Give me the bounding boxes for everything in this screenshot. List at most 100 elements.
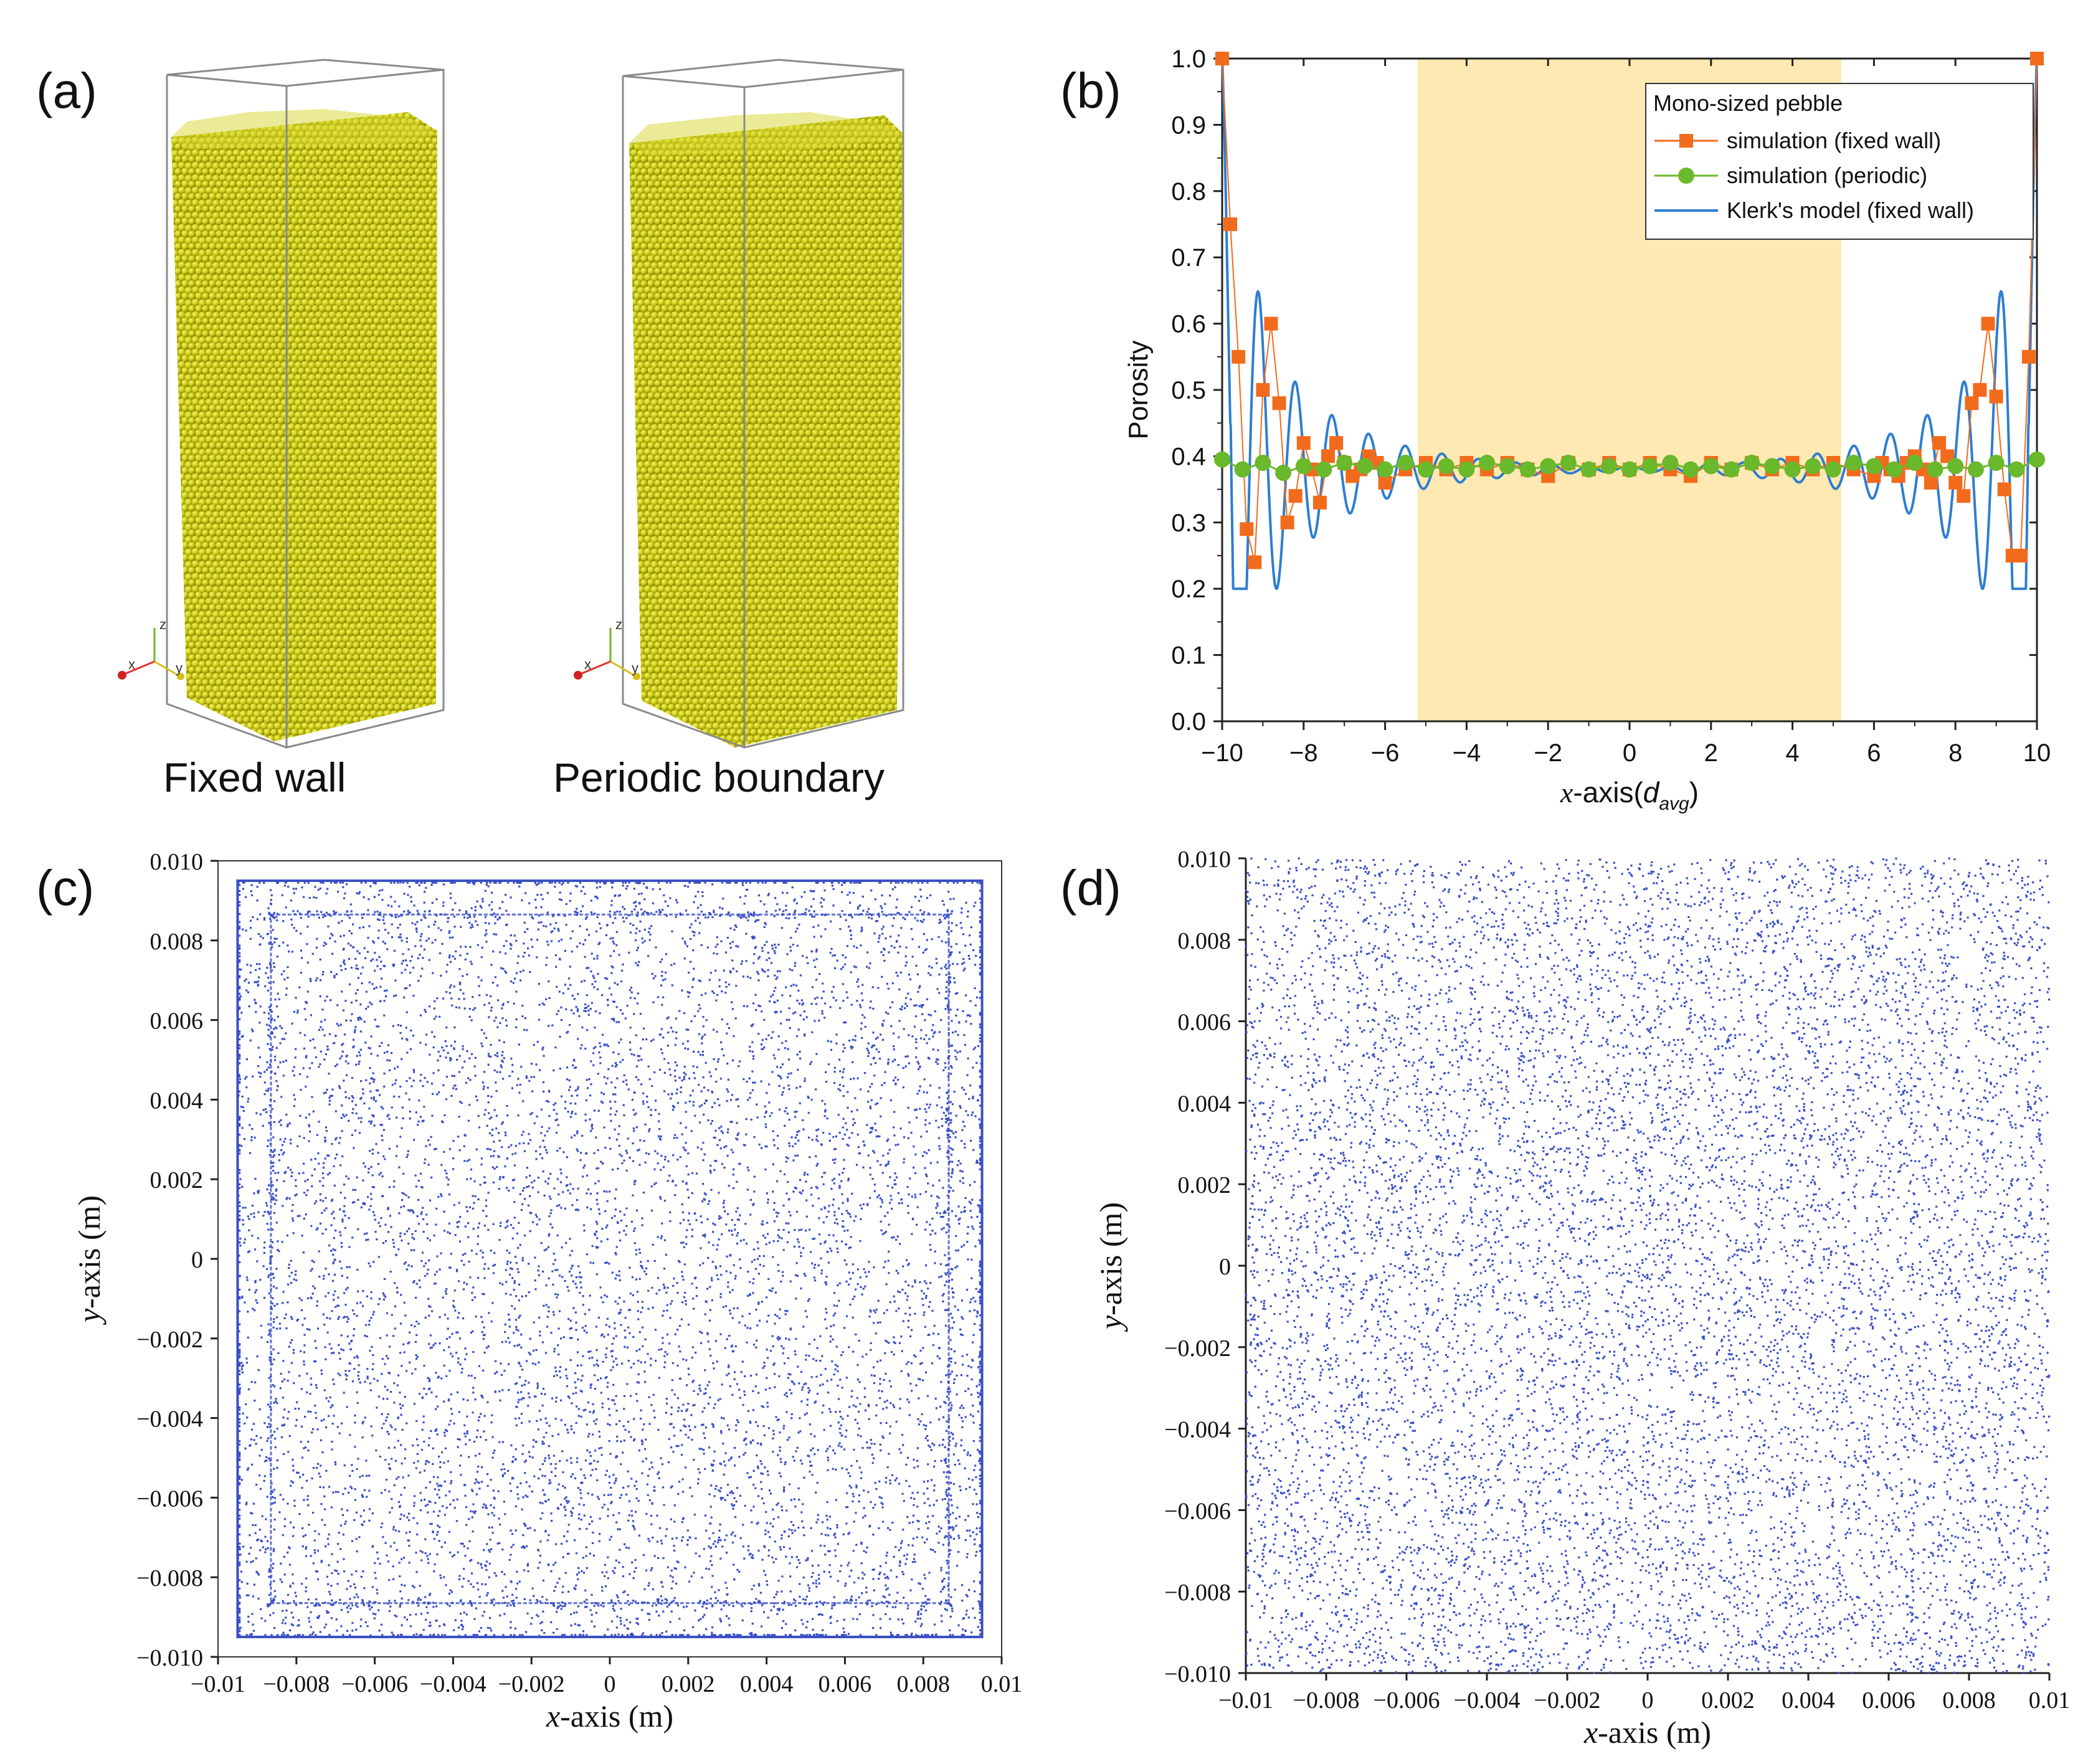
scatter-point	[466, 973, 468, 976]
scatter-point	[977, 1392, 979, 1394]
scatter-point	[592, 975, 594, 977]
scatter-point	[918, 1068, 920, 1071]
scatter-point	[723, 1601, 725, 1603]
scatter-point	[399, 1603, 402, 1606]
scatter-point	[283, 1555, 285, 1558]
scatter-point	[971, 1198, 974, 1201]
scatter-point	[343, 934, 345, 937]
scatter-point	[470, 907, 473, 909]
scatter-point	[687, 886, 690, 888]
scatter-point	[239, 1047, 241, 1050]
scatter-point	[821, 1411, 823, 1414]
scatter-point	[863, 1489, 865, 1492]
scatter-point	[400, 914, 402, 917]
scatter-point	[684, 1047, 686, 1050]
scatter-point	[545, 1149, 548, 1151]
scatter-point	[448, 1530, 450, 1533]
scatter-point	[411, 1233, 414, 1236]
scatter-point	[566, 1502, 569, 1504]
scatter-point	[745, 932, 747, 935]
scatter-point	[824, 1110, 827, 1113]
scatter-point	[394, 1614, 396, 1617]
scatter-point	[937, 1049, 939, 1051]
scatter-point	[521, 1421, 523, 1424]
scatter-point	[413, 1495, 416, 1497]
scatter-point	[811, 1550, 814, 1552]
scatter-point	[609, 910, 611, 913]
scatter-point	[716, 1244, 719, 1246]
scatter-point	[577, 1572, 580, 1574]
scatter-point	[347, 1317, 349, 1321]
scatter-point	[591, 1125, 593, 1127]
scatter-point	[941, 1579, 944, 1581]
scatter-point	[339, 965, 342, 967]
scatter-point	[815, 951, 818, 953]
scatter-point	[725, 1270, 728, 1273]
scatter-point	[420, 1073, 422, 1076]
scatter-point	[542, 1046, 544, 1049]
scatter-point	[355, 964, 358, 967]
scatter-point	[472, 1228, 475, 1230]
scatter-point	[876, 1036, 879, 1039]
scatter-point	[926, 1598, 929, 1601]
series-fixed-wall-point	[2021, 349, 2036, 364]
scatter-point	[767, 1474, 769, 1476]
scatter-point	[850, 1236, 852, 1238]
scatter-point	[950, 1175, 952, 1178]
scatter-point	[845, 1263, 848, 1266]
scatter-point	[367, 1005, 369, 1008]
scatter-point	[711, 990, 714, 993]
scatter-point	[958, 1515, 961, 1518]
scatter-point	[969, 1535, 972, 1537]
scatter-point	[970, 1277, 973, 1279]
scatter-point	[379, 1094, 381, 1096]
scatter-point	[928, 1598, 931, 1601]
scatter-point	[949, 1482, 952, 1484]
scatter-point	[341, 1220, 344, 1223]
scatter-point	[949, 1436, 951, 1438]
scatter-point	[979, 1291, 981, 1294]
scatter-point	[267, 1416, 270, 1418]
scatter-point	[698, 1003, 700, 1006]
scatter-point	[679, 1634, 681, 1636]
scatter-point	[721, 1048, 723, 1051]
scatter-point	[476, 1099, 478, 1101]
scatter-point	[448, 1423, 450, 1426]
series-fixed-wall-point	[2013, 549, 2028, 562]
scatter-point	[415, 1334, 418, 1336]
scatter-point	[869, 1131, 871, 1134]
scatter-point	[548, 980, 550, 983]
scatter-point	[866, 951, 869, 954]
scatter-point	[426, 1611, 429, 1614]
scatter-point	[305, 1213, 307, 1216]
scatter-point	[365, 1008, 368, 1010]
scatter-point	[777, 1212, 780, 1215]
scatter-point	[414, 945, 417, 947]
scatter-point	[470, 1332, 472, 1334]
scatter-point	[257, 1539, 259, 1541]
scatter-point	[749, 1096, 751, 1099]
scatter-point	[384, 1363, 386, 1365]
scatter-point	[353, 1334, 355, 1337]
scatter-point	[421, 967, 424, 970]
scatter-point	[482, 900, 484, 903]
scatter-point	[951, 1160, 954, 1163]
scatter-point	[488, 1576, 490, 1578]
scatter-point	[307, 1410, 310, 1413]
scatter-point	[647, 1585, 650, 1587]
scatter-point	[331, 1604, 333, 1606]
scatter-point	[979, 1482, 981, 1484]
scatter-point	[348, 1342, 351, 1345]
scatter-point	[630, 1053, 633, 1055]
scatter-point	[843, 1047, 846, 1050]
scatter-point	[326, 995, 328, 998]
scatter-point	[332, 1253, 335, 1256]
scatter-point	[908, 1544, 910, 1547]
scatter-point	[472, 1586, 475, 1588]
scatter-point	[410, 956, 413, 958]
scatter-point	[936, 1104, 938, 1107]
scatter-point	[657, 1472, 659, 1475]
scatter-point	[623, 1074, 625, 1076]
scatter-point	[707, 1119, 709, 1122]
scatter-point	[814, 965, 817, 968]
